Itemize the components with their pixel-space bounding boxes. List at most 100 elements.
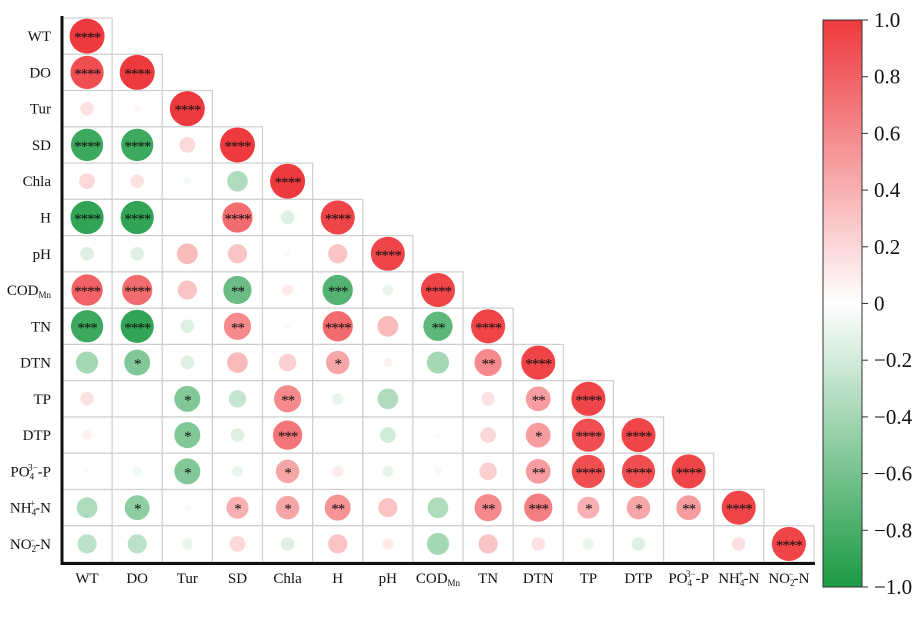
- cell-border: [512, 525, 564, 563]
- x-axis-label: pH: [379, 571, 398, 587]
- correlation-circle: [226, 496, 249, 519]
- correlation-circle: [731, 537, 746, 551]
- matrix-cell: [161, 488, 213, 527]
- matrix-cell: [462, 525, 514, 563]
- matrix-cell: [111, 162, 163, 200]
- significance-stars: ****: [325, 211, 352, 227]
- x-axis-label: WT: [75, 571, 98, 587]
- colorbar-tick-label: −1.0: [874, 575, 912, 599]
- matrix-cell: [362, 452, 414, 491]
- matrix-cell: [161, 525, 213, 563]
- matrix-cell: [312, 525, 364, 563]
- matrix-cell: [312, 235, 364, 273]
- correlation-circle: [80, 101, 94, 116]
- significance-stars: ****: [124, 320, 151, 336]
- significance-stars: ****: [375, 248, 402, 264]
- correlation-circle: [521, 345, 556, 380]
- matrix-cell: ***: [61, 307, 113, 346]
- matrix-cell: **: [462, 343, 514, 382]
- correlation-circle: [671, 454, 706, 489]
- matrix-cell: ***: [261, 416, 314, 454]
- significance-stars: ****: [124, 211, 151, 227]
- correlation-circle: [135, 433, 139, 437]
- matrix-cell: ***: [512, 488, 564, 527]
- matrix-cell: ****: [111, 198, 163, 237]
- colorbar-tick-label: −0.2: [874, 348, 912, 372]
- x-axis-label: DTN: [523, 571, 554, 587]
- correlation-circle: [479, 462, 497, 481]
- correlation-circle: [686, 541, 692, 547]
- correlation-circle: [377, 388, 399, 410]
- correlation-circle: [121, 128, 154, 162]
- correlation-circle: [322, 311, 353, 342]
- significance-stars: ****: [525, 357, 552, 373]
- correlation-circle: [481, 392, 495, 406]
- colorbar: [822, 19, 863, 588]
- correlation-circle: [179, 137, 196, 153]
- significance-stars: ****: [74, 211, 101, 227]
- x-axis-label: DO: [126, 571, 148, 587]
- significance-stars: ***: [528, 502, 548, 518]
- correlation-circle: [70, 310, 104, 343]
- matrix-cell: [562, 525, 615, 563]
- matrix-cell: [161, 235, 213, 273]
- correlation-circle: [626, 495, 651, 520]
- matrix-cell: [161, 343, 213, 382]
- matrix-cell: [462, 380, 514, 418]
- colorbar-tick-label: −0.4: [874, 405, 913, 429]
- colorbar-tick-label: 0.8: [874, 65, 900, 89]
- matrix-cell: *: [512, 416, 564, 454]
- correlation-circle: [383, 357, 393, 368]
- matrix-cell: [362, 488, 414, 527]
- correlation-circle: [474, 349, 502, 377]
- matrix-cell: [61, 488, 113, 527]
- correlation-circle: [180, 355, 195, 370]
- matrix-cell: ****: [462, 307, 514, 346]
- matrix-cell: ****: [662, 452, 715, 491]
- correlation-circle: [75, 351, 99, 374]
- matrix-cell: [61, 380, 113, 418]
- significance-stars: ****: [425, 284, 452, 300]
- correlation-circle: [76, 497, 98, 518]
- correlation-circle: [325, 350, 350, 375]
- correlation-circle: [183, 177, 192, 186]
- y-axis-label: pH: [33, 247, 52, 263]
- matrix-cell: ****: [562, 416, 615, 454]
- correlation-circle: [382, 284, 394, 296]
- significance-stars: ****: [325, 320, 352, 336]
- colorbar-tick-label: −0.8: [874, 518, 912, 542]
- significance-stars: ****: [625, 429, 652, 445]
- significance-stars: *: [635, 502, 642, 518]
- matrix-cell: **: [512, 380, 564, 418]
- correlation-circle: [181, 538, 193, 550]
- correlation-circle: [174, 385, 201, 412]
- matrix-cell: [312, 380, 364, 418]
- y-axis-label: PO43−-P: [10, 462, 51, 481]
- matrix-cell: [211, 416, 264, 454]
- matrix-cell: *: [161, 452, 213, 491]
- matrix-cell: [261, 198, 314, 237]
- x-axis-label: NO2−-N: [768, 569, 809, 588]
- significance-stars: ****: [74, 284, 101, 300]
- correlation-circle: [70, 55, 104, 90]
- correlation-circle: [676, 495, 701, 521]
- significance-stars: ***: [278, 429, 298, 445]
- matrix-cell: [61, 525, 113, 563]
- matrix-cell: [713, 525, 765, 563]
- matrix-cell: [412, 452, 464, 491]
- matrix-cell: [261, 307, 314, 346]
- matrix-cell: [412, 416, 464, 454]
- correlation-circle: [227, 244, 248, 264]
- correlation-circle: [227, 170, 248, 192]
- y-axis-label: NO2−-N: [10, 535, 51, 554]
- x-axis-label: SD: [228, 571, 247, 587]
- matrix-cell: [211, 343, 264, 382]
- significance-stars: **: [331, 502, 345, 518]
- matrix-cell: [412, 525, 464, 563]
- correlation-circle: [480, 427, 496, 443]
- correlation-circle: [324, 494, 351, 521]
- y-axis-label: DO: [29, 65, 51, 81]
- correlation-circle: [328, 244, 348, 264]
- correlation-circle: [420, 272, 456, 308]
- colorbar-tick-label: 0.6: [874, 121, 900, 145]
